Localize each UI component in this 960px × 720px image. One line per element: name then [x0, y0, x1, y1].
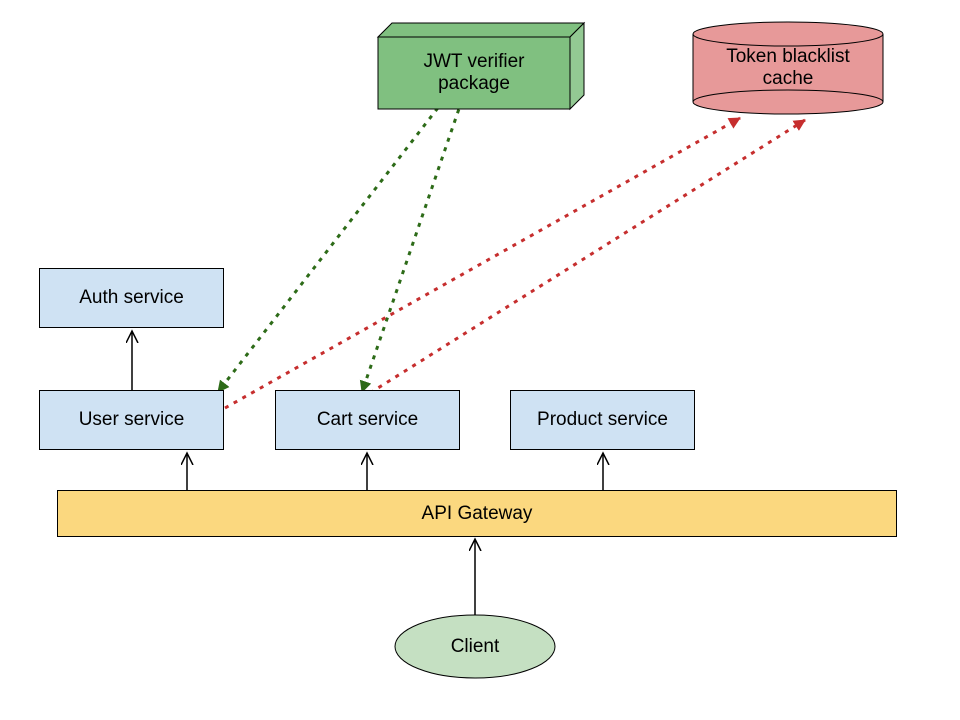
node-label-user_service: User service	[79, 408, 185, 432]
node-token_blacklist	[693, 22, 883, 114]
edge-jwt_verifier-cart_service	[362, 100, 462, 392]
edge-layer	[0, 0, 960, 720]
node-api_gateway: API Gateway	[57, 490, 897, 537]
node-cart_service: Cart service	[275, 390, 460, 450]
node-auth_service: Auth service	[39, 268, 224, 328]
node-user_service: User service	[39, 390, 224, 450]
node-product_service: Product service	[510, 390, 695, 450]
node-label-api_gateway: API Gateway	[422, 502, 533, 526]
node-jwt_verifier	[378, 23, 584, 109]
node-label-auth_service: Auth service	[79, 286, 184, 310]
edge-cart_service-token_blacklist	[370, 120, 805, 393]
node-label-product_service: Product service	[537, 408, 668, 432]
node-client	[395, 615, 555, 678]
edge-user_service-token_blacklist	[225, 118, 740, 408]
node-label-cart_service: Cart service	[317, 408, 418, 432]
